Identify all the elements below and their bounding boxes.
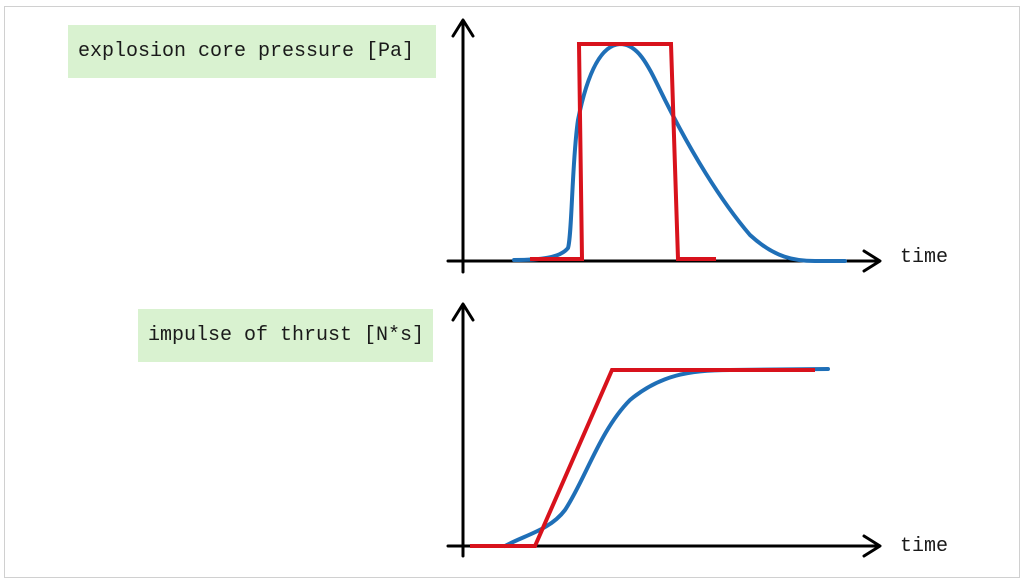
bottom-blue-impulse-curve [503,367,830,548]
figure-frame [4,6,1020,578]
top-axes [446,18,882,274]
bottom-chart-label: impulse of thrust [N*s] [138,309,433,362]
top-red-pressure-model [530,42,716,261]
bottom-y-arrowhead [451,302,475,322]
bottom-red-impulse-model [470,368,815,548]
top-y-arrowhead [451,18,475,38]
bottom-axes [446,302,882,558]
bottom-x-axis-label: time [900,535,949,558]
top-chart-label: explosion core pressure [Pa] [68,25,436,78]
top-blue-pressure-curve [512,41,847,263]
top-x-axis-label: time [900,246,949,269]
top-x-arrowhead [862,249,882,273]
bottom-x-arrowhead [862,534,882,558]
